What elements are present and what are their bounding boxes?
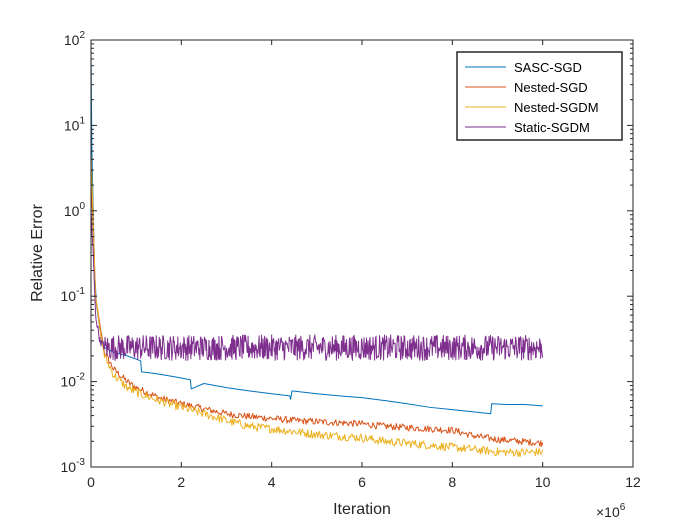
y-tick-base: 10 [61,459,77,475]
y-tick-base: 10 [61,288,77,304]
y-tick-base: 10 [64,32,80,48]
legend-label: Nested-SGDM [514,100,599,115]
legend: SASC-SGD Nested-SGD Nested-SGDM Static-SGDM [456,51,623,141]
y-tick-label: 100 [64,201,86,219]
y-tick-base: 10 [61,374,77,390]
y-tick-label: 101 [64,115,86,133]
y-tick-label: 10-3 [61,457,86,475]
legend-label: Static-SGDM [514,120,590,135]
y-tick-exp: 0 [79,201,85,212]
y-tick-base: 10 [64,203,80,219]
series-line-nested-sgdm [90,152,544,458]
x-tick-label: 0 [87,474,95,490]
y-tick-exp: 2 [79,30,85,41]
x-tick-label: 10 [535,474,551,490]
x-tick-label: 2 [177,474,185,490]
series-line-nested-sgd [90,184,544,447]
y-tick-label: 10-2 [61,372,86,390]
x-axis-label: Iteration [333,501,391,518]
y-tick-base: 10 [64,117,80,133]
x-multiplier-exp: 6 [620,502,626,513]
y-tick-exp: -3 [76,457,85,468]
x-tick-label: 8 [448,474,456,490]
x-multiplier: ×106 [596,502,626,520]
x-tick-label: 12 [625,474,641,490]
y-tick-label: 102 [64,30,86,48]
legend-label: SASC-SGD [514,60,582,75]
y-tick-exp: 1 [79,115,85,126]
y-tick-exp: -2 [76,372,85,383]
y-axis-label: Relative Error [29,203,46,301]
y-tick-label: 10-1 [61,286,86,304]
x-tick-label: 4 [268,474,276,490]
legend-label: Nested-SGD [514,80,588,95]
series-line-static-sgdm [90,210,544,361]
x-multiplier-base: ×10 [596,504,620,520]
x-tick-label: 6 [358,474,366,490]
series-layer [90,48,544,458]
y-tick-exp: -1 [76,286,85,297]
